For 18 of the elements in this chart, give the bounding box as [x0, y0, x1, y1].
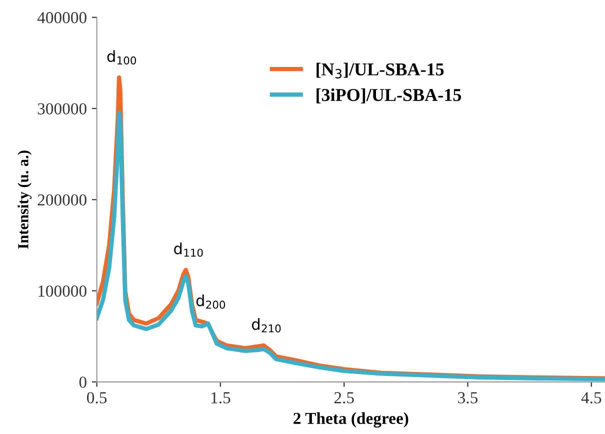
y-axis-title: Intensity (u. a.)	[18, 150, 32, 249]
y-tick-label: 400000	[37, 12, 86, 24]
annotation: d$_{110}$	[174, 242, 203, 257]
y-tick-label: 0	[79, 376, 86, 388]
x-tick-label: 3.5	[458, 392, 478, 404]
y-tick-label: 200000	[38, 194, 86, 206]
x-tick-label: 0.5	[87, 392, 107, 404]
annotation: d$_{210}$	[252, 318, 281, 332]
x-tick-label: 1.5	[212, 392, 230, 404]
annotation: d$_{100}$	[107, 50, 136, 64]
y-tick-label: 300000	[38, 103, 86, 114]
legend-label: [N$_{3}$]/UL-SBA-15	[316, 62, 444, 78]
annotation: d$_{200}$	[196, 294, 226, 309]
legend-label: [3iPO]/UL-SBA-15	[316, 88, 462, 104]
y-tick-label: 100000	[38, 285, 86, 297]
x-axis-title: 2 Theta (degree)	[294, 412, 408, 428]
x-tick-label: 2.5	[334, 392, 354, 404]
x-tick-label: 4.5	[581, 392, 602, 404]
